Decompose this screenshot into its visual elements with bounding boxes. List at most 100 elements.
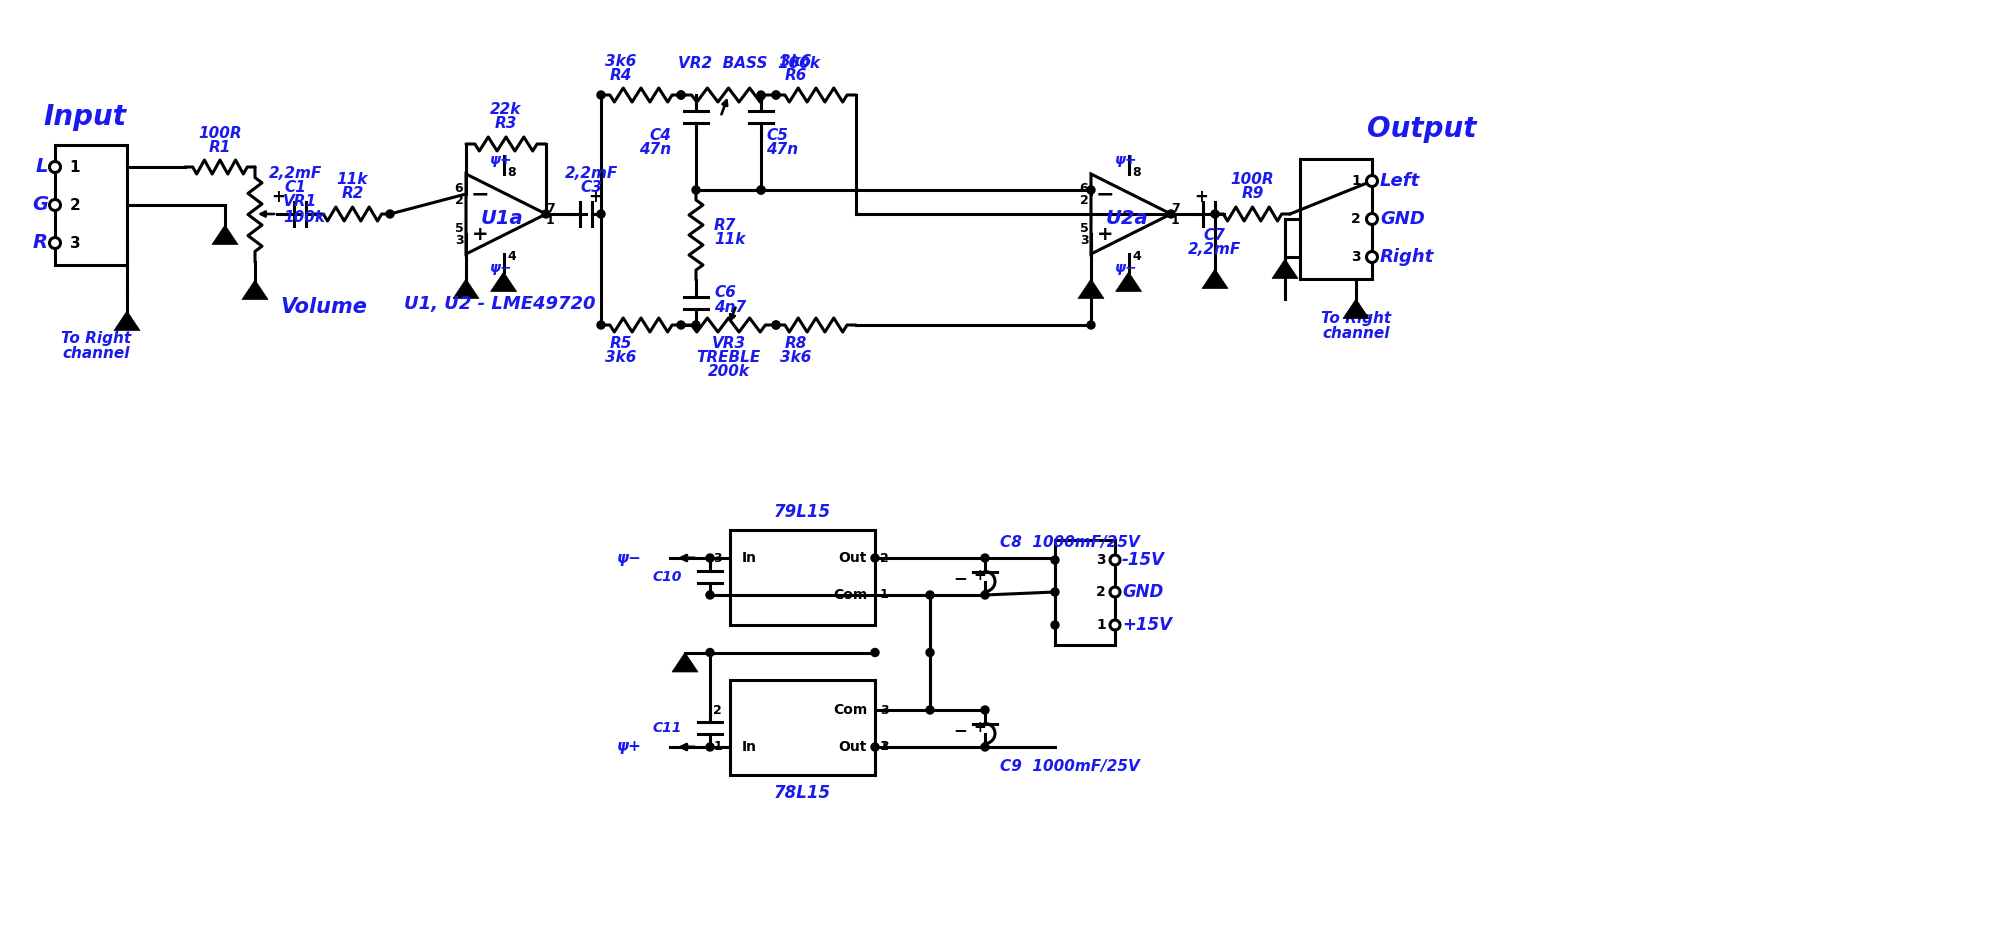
Text: VR3: VR3 [712, 335, 746, 350]
Text: −: − [953, 569, 967, 587]
Circle shape [596, 321, 604, 329]
Polygon shape [672, 652, 698, 672]
Circle shape [925, 706, 933, 714]
Text: 1: 1 [714, 740, 722, 753]
Circle shape [706, 649, 714, 656]
Text: 7: 7 [1170, 201, 1178, 214]
Text: 100R: 100R [1230, 173, 1274, 188]
Text: U2a: U2a [1107, 210, 1149, 228]
Text: R9: R9 [1242, 187, 1264, 201]
Text: R5: R5 [610, 335, 632, 350]
Text: +: + [1194, 188, 1208, 206]
Circle shape [871, 743, 879, 751]
Text: C9  1000mF/25V: C9 1000mF/25V [1001, 760, 1141, 774]
Text: GND: GND [1123, 583, 1163, 601]
Circle shape [387, 210, 395, 218]
Polygon shape [491, 272, 516, 292]
Text: 2: 2 [714, 703, 722, 716]
Circle shape [925, 591, 933, 599]
Circle shape [50, 199, 60, 211]
Circle shape [981, 743, 989, 751]
Text: TREBLE: TREBLE [696, 349, 760, 364]
Circle shape [692, 186, 700, 194]
Circle shape [1051, 556, 1059, 564]
Text: C6: C6 [714, 285, 736, 300]
Text: R4: R4 [610, 68, 632, 82]
Text: +: + [271, 188, 285, 206]
Polygon shape [241, 280, 267, 299]
Circle shape [772, 91, 780, 99]
Circle shape [706, 554, 714, 562]
Text: 3k6: 3k6 [780, 54, 812, 69]
Text: 2: 2 [1097, 585, 1107, 599]
Circle shape [1111, 587, 1121, 597]
Text: channel: channel [62, 346, 130, 361]
Text: C5: C5 [766, 127, 788, 143]
Text: 3: 3 [455, 234, 463, 247]
Text: 100k: 100k [283, 210, 325, 225]
Text: ψ+: ψ+ [616, 739, 642, 754]
Text: 3: 3 [70, 235, 80, 250]
Text: 2: 2 [879, 551, 889, 565]
Text: 2: 2 [455, 194, 463, 208]
Circle shape [871, 649, 879, 656]
Circle shape [706, 743, 714, 751]
Text: 100R: 100R [197, 126, 241, 141]
Text: 11k: 11k [714, 232, 746, 247]
Polygon shape [211, 225, 237, 244]
Text: 3k6: 3k6 [780, 349, 812, 364]
Text: 5: 5 [455, 222, 463, 234]
Text: ψ+: ψ+ [1115, 153, 1139, 167]
Bar [1300, 159, 1372, 279]
Circle shape [758, 186, 766, 194]
Text: 6: 6 [1079, 181, 1089, 194]
Text: 11k: 11k [337, 173, 369, 188]
Text: 1: 1 [1170, 214, 1178, 228]
Text: channel: channel [1322, 327, 1390, 342]
Circle shape [50, 161, 60, 173]
Text: 1: 1 [879, 588, 889, 601]
Text: Right: Right [1380, 248, 1434, 266]
Text: 3: 3 [879, 740, 889, 753]
Circle shape [596, 91, 604, 99]
Text: 2: 2 [70, 197, 80, 212]
Text: R8: R8 [786, 335, 808, 350]
Text: −: − [471, 184, 489, 204]
Text: 4: 4 [506, 249, 516, 262]
Text: 2: 2 [1079, 194, 1089, 208]
Text: −: − [953, 721, 967, 739]
Text: Com: Com [833, 703, 867, 717]
Circle shape [1366, 251, 1378, 262]
Circle shape [1366, 213, 1378, 225]
Text: 1: 1 [546, 214, 554, 228]
Circle shape [758, 91, 766, 99]
Text: GND: GND [1380, 210, 1426, 228]
Text: +15V: +15V [1123, 616, 1172, 634]
Text: ψ−: ψ− [1115, 261, 1139, 275]
Polygon shape [453, 279, 479, 298]
Text: Output: Output [1368, 115, 1478, 143]
Text: Com: Com [833, 588, 867, 602]
Text: R2: R2 [341, 187, 363, 201]
Circle shape [1111, 555, 1121, 565]
Text: +: + [473, 225, 489, 244]
Text: In: In [742, 740, 758, 754]
Circle shape [1051, 588, 1059, 596]
Text: −: − [1095, 184, 1115, 204]
Circle shape [1366, 176, 1378, 187]
Circle shape [871, 554, 879, 562]
Circle shape [925, 649, 933, 656]
Bar [1055, 540, 1115, 645]
Text: U1a: U1a [481, 210, 522, 228]
Text: 3: 3 [1079, 234, 1089, 247]
Text: C1: C1 [283, 179, 305, 194]
Text: Input: Input [44, 103, 126, 131]
Text: U1, U2 - LME49720: U1, U2 - LME49720 [405, 295, 596, 313]
Text: +: + [973, 719, 987, 734]
Bar [730, 680, 875, 775]
Text: R: R [34, 233, 48, 252]
Text: 8: 8 [1133, 165, 1141, 178]
Text: 200k: 200k [708, 363, 750, 379]
Bar [730, 530, 875, 625]
Text: C7: C7 [1202, 228, 1224, 244]
